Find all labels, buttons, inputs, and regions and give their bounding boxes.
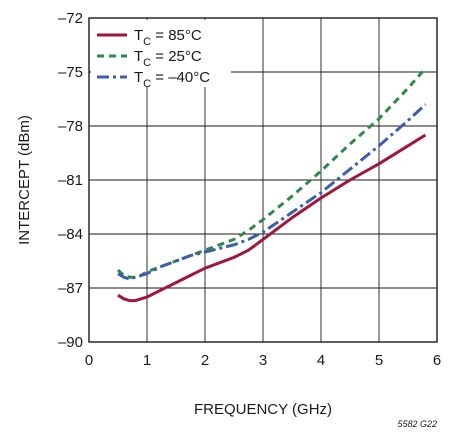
series-line-2 (116, 67, 427, 279)
y-tick-label: –75 (58, 64, 83, 81)
y-tick-label: –90 (58, 334, 83, 351)
x-tick-label: 4 (317, 352, 325, 369)
y-tick-label: –78 (58, 118, 83, 135)
x-tick-label: 0 (85, 352, 93, 369)
y-tick-label: –87 (58, 280, 83, 297)
x-tick-label: 2 (201, 352, 209, 369)
y-axis-title: INTERCEPT (dBm) (16, 115, 33, 245)
y-tick-label: –72 (58, 10, 83, 27)
legend: TC = 85°CTC = 25°CTC = –40°C (91, 20, 231, 90)
legend-label: TC = –40°C (134, 69, 210, 90)
legend-label: TC = 85°C (134, 27, 202, 48)
x-tick-label: 3 (259, 352, 267, 369)
y-tick-labels: –90 –87 –84 –81 –78 –75 –72 (58, 10, 83, 351)
y-tick-label: –81 (58, 172, 83, 189)
y-tick-label: –84 (58, 226, 83, 243)
series-line-3 (117, 103, 427, 281)
x-tick-label: 5 (375, 352, 383, 369)
x-tick-label: 6 (433, 352, 441, 369)
x-tick-labels: 0 1 2 3 4 5 6 (85, 352, 441, 369)
x-axis-title: FREQUENCY (GHz) (194, 401, 332, 418)
legend-label: TC = 25°C (134, 48, 202, 69)
plot-frame (88, 17, 438, 343)
figure-id: 5582 G22 (397, 419, 437, 429)
x-tick-label: 1 (143, 352, 151, 369)
series-line-1 (117, 133, 427, 303)
series-lines (116, 67, 427, 303)
